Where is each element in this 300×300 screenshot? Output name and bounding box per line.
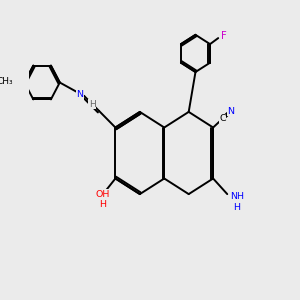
Text: H: H bbox=[99, 200, 106, 209]
Text: NH: NH bbox=[230, 192, 244, 201]
Text: C: C bbox=[219, 114, 226, 123]
Text: H: H bbox=[89, 100, 96, 109]
Text: N: N bbox=[76, 90, 84, 99]
Text: H: H bbox=[233, 203, 240, 212]
Text: N: N bbox=[227, 106, 234, 116]
Text: OH: OH bbox=[95, 190, 110, 199]
Text: F: F bbox=[221, 31, 227, 41]
Text: CH₃: CH₃ bbox=[0, 77, 13, 86]
